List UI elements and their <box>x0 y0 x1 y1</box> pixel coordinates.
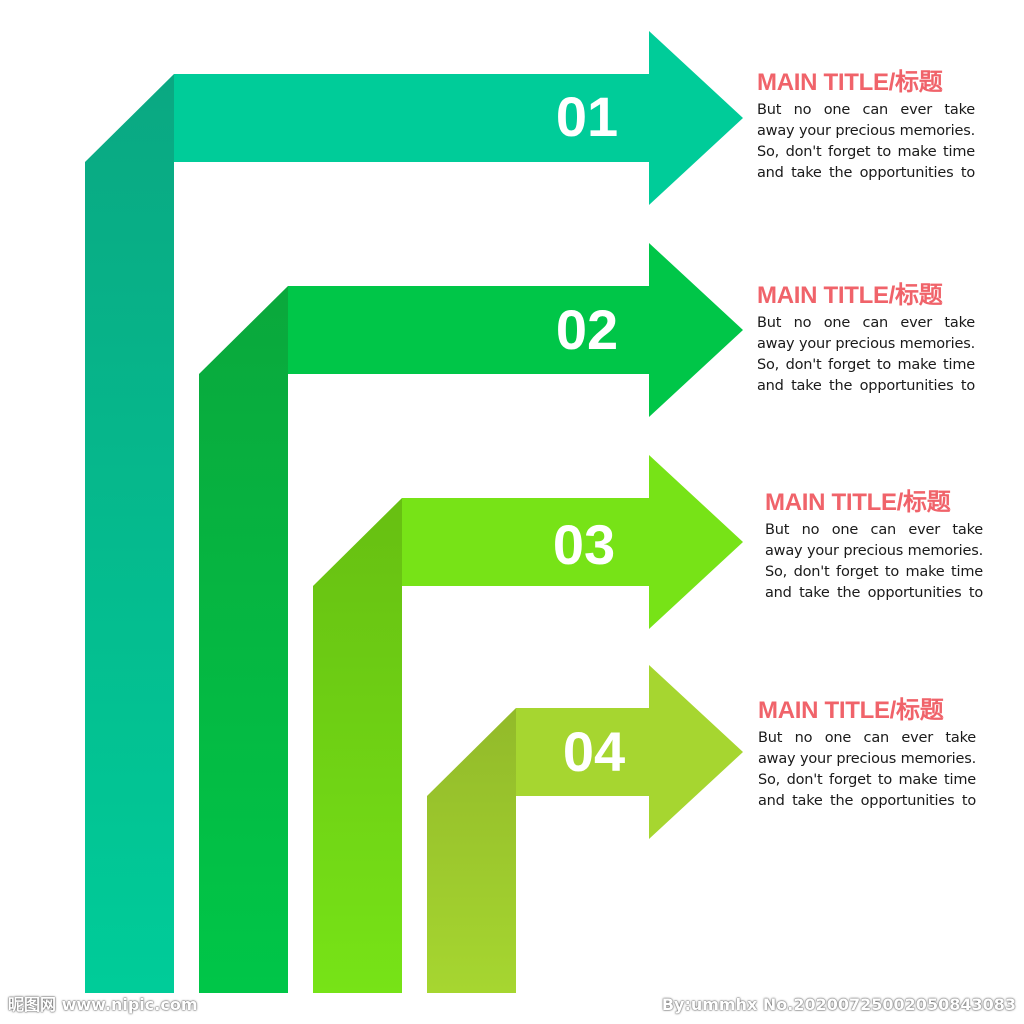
arrow-vertical-band <box>199 286 288 993</box>
arrow-vertical-band <box>85 74 174 993</box>
arrow-vertical-band <box>427 708 516 993</box>
arrow-step-03: 03 <box>313 455 743 993</box>
arrow-vertical-band <box>313 498 402 993</box>
arrow-head-band <box>174 31 743 205</box>
step-description: But no one can ever take away your preci… <box>765 522 983 601</box>
watermark-right: By:ummhx No.20200725002050843083 <box>661 995 1016 1014</box>
step-number: 04 <box>563 720 625 783</box>
step-title: MAIN TITLE/标题 <box>757 69 943 96</box>
step-number: 01 <box>556 85 618 148</box>
arrow-step-04: 04 <box>427 665 743 993</box>
watermark-left: 昵图网 www.nipic.com <box>8 995 198 1014</box>
step-title: MAIN TITLE/标题 <box>758 697 944 724</box>
arrow-head-band <box>402 455 743 629</box>
info-block-01: MAIN TITLE/标题 But no one can ever take a… <box>757 68 975 184</box>
info-block-03: MAIN TITLE/标题 But no one can ever take a… <box>765 488 983 604</box>
arrow-step-02: 02 <box>199 243 743 993</box>
step-number: 02 <box>556 298 618 361</box>
step-number: 03 <box>553 513 615 576</box>
arrow-head-band <box>288 243 743 417</box>
step-title: MAIN TITLE/标题 <box>765 489 951 516</box>
step-description: But no one can ever take away your preci… <box>757 315 975 394</box>
arrow-head-band <box>516 665 743 839</box>
arrow-step-01: 01 <box>85 31 743 993</box>
info-block-02: MAIN TITLE/标题 But no one can ever take a… <box>757 281 975 397</box>
step-description: But no one can ever take away your preci… <box>757 102 975 181</box>
step-description: But no one can ever take away your preci… <box>758 730 976 809</box>
info-block-04: MAIN TITLE/标题 But no one can ever take a… <box>758 696 976 812</box>
step-title: MAIN TITLE/标题 <box>757 282 943 309</box>
